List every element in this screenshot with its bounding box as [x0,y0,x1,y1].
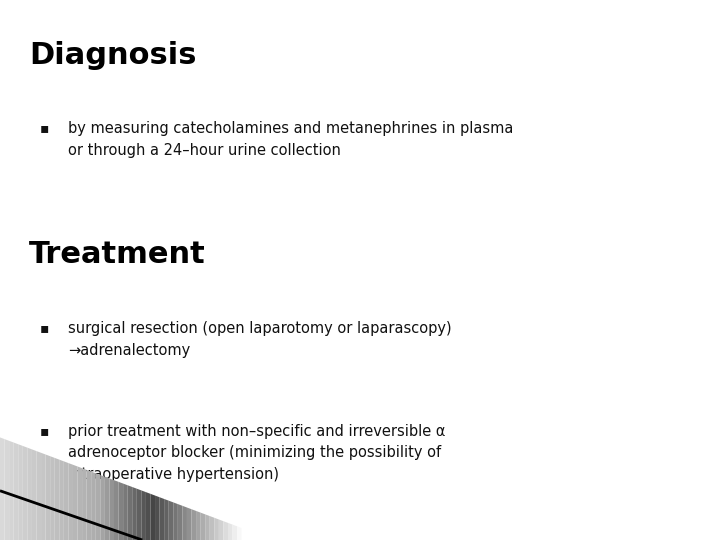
Polygon shape [96,473,100,540]
Polygon shape [233,525,237,540]
Text: ▪: ▪ [40,424,49,438]
Polygon shape [32,449,37,540]
Polygon shape [141,490,146,540]
Polygon shape [14,443,18,540]
Polygon shape [123,484,127,540]
Polygon shape [9,441,14,540]
Polygon shape [187,508,192,540]
Polygon shape [174,502,178,540]
Polygon shape [223,521,228,540]
Text: prior treatment with non–specific and irreversible α
adrenoceptor blocker (minim: prior treatment with non–specific and ir… [68,424,446,482]
Polygon shape [18,444,23,540]
Polygon shape [269,538,274,540]
Polygon shape [59,460,64,540]
Polygon shape [82,468,86,540]
Polygon shape [91,471,96,540]
Polygon shape [192,509,196,540]
Text: Diagnosis: Diagnosis [29,40,197,70]
Polygon shape [0,437,4,540]
Polygon shape [23,446,27,540]
Polygon shape [64,461,68,540]
Polygon shape [68,463,73,540]
Polygon shape [78,467,82,540]
Polygon shape [228,523,233,540]
Polygon shape [168,501,174,540]
Polygon shape [182,506,187,540]
Polygon shape [4,439,9,540]
Polygon shape [55,458,59,540]
Polygon shape [210,516,215,540]
Text: Treatment: Treatment [29,240,205,269]
Polygon shape [251,531,256,540]
Polygon shape [205,514,210,540]
Polygon shape [41,453,45,540]
Polygon shape [119,482,123,540]
Polygon shape [105,477,109,540]
Polygon shape [146,492,150,540]
Polygon shape [37,451,41,540]
Polygon shape [215,518,219,540]
Polygon shape [201,512,205,540]
Polygon shape [264,537,269,540]
Polygon shape [45,455,50,540]
Polygon shape [160,497,164,540]
Polygon shape [109,478,114,540]
Polygon shape [127,485,132,540]
Polygon shape [246,530,251,540]
Polygon shape [256,533,260,540]
Polygon shape [27,448,32,540]
Polygon shape [219,519,223,540]
Text: ▪: ▪ [40,122,49,136]
Polygon shape [155,496,160,540]
Polygon shape [114,480,119,540]
Polygon shape [196,511,201,540]
Polygon shape [237,526,242,540]
Polygon shape [164,499,168,540]
Polygon shape [73,465,78,540]
Polygon shape [86,470,91,540]
Polygon shape [132,487,137,540]
Polygon shape [150,494,155,540]
Text: by measuring catecholamines and metanephrines in plasma
or through a 24–hour uri: by measuring catecholamines and metaneph… [68,122,514,158]
Text: surgical resection (open laparotomy or laparascopy)
→adrenalectomy: surgical resection (open laparotomy or l… [68,321,452,358]
Polygon shape [100,475,105,540]
Polygon shape [50,456,55,540]
Text: ▪: ▪ [40,321,49,335]
Polygon shape [178,504,182,540]
Polygon shape [137,489,141,540]
Polygon shape [260,535,264,540]
Polygon shape [242,528,246,540]
